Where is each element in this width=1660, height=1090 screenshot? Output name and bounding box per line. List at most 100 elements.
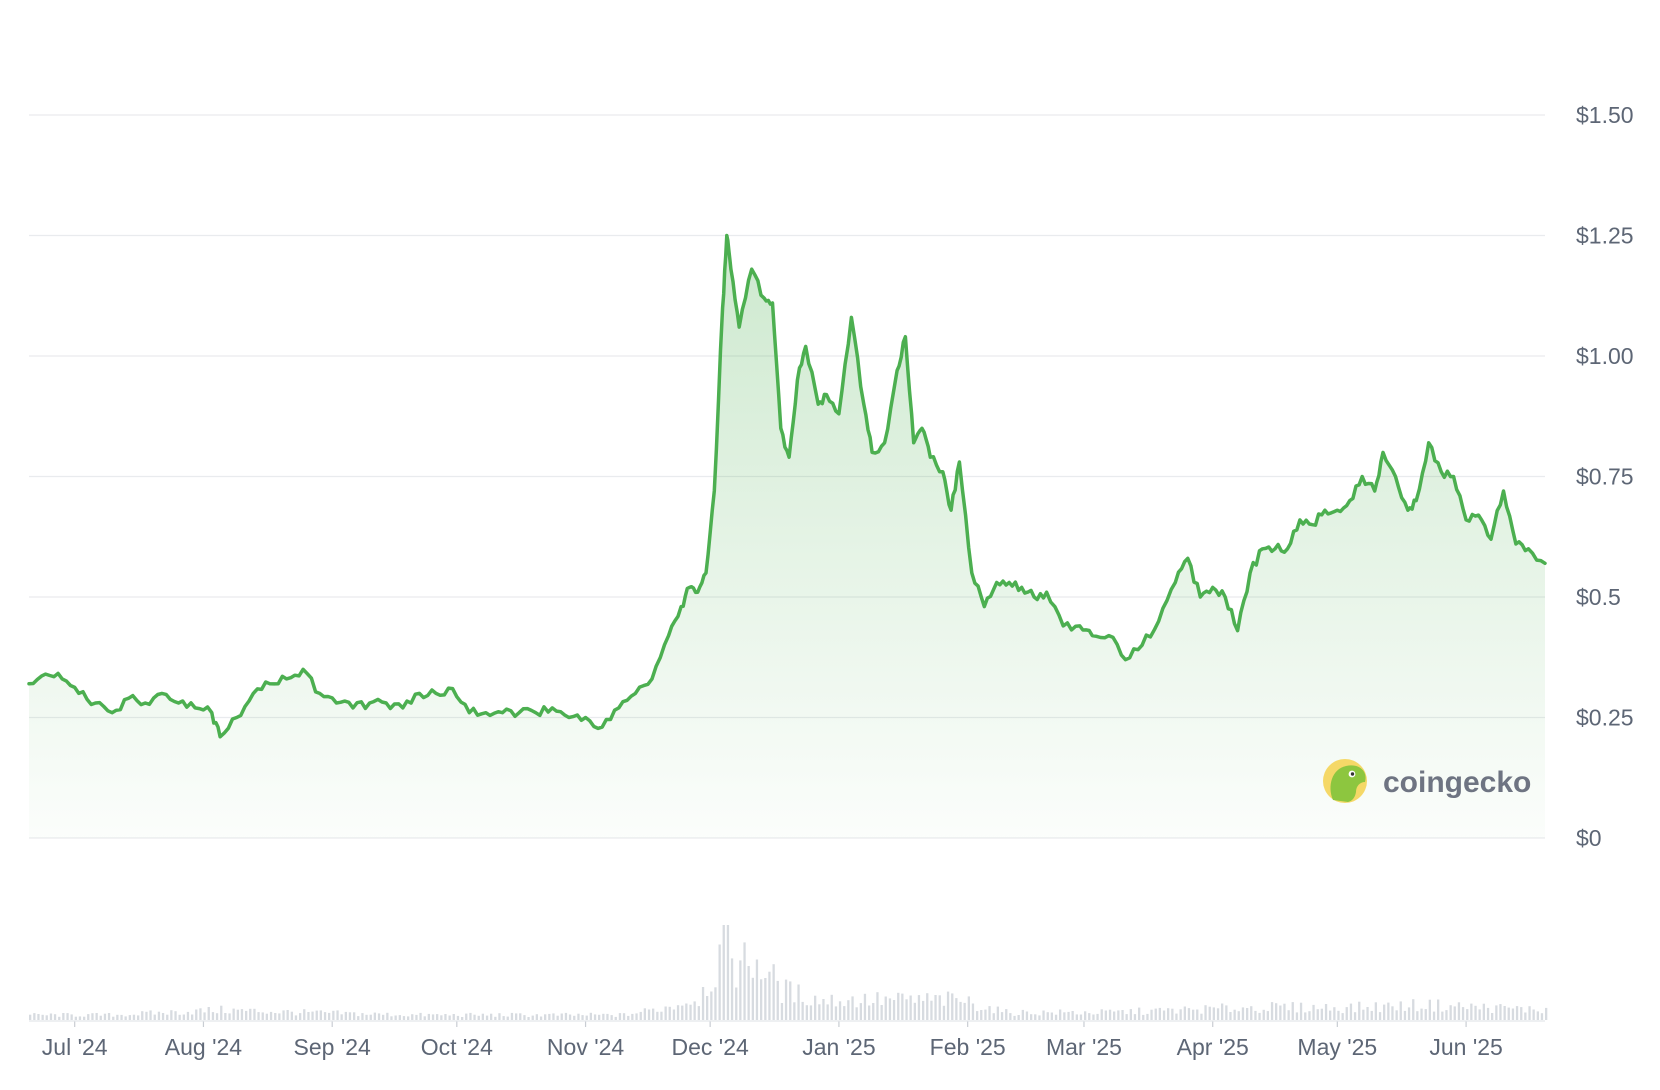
volume-bar	[531, 1015, 534, 1020]
volume-bar	[1138, 1007, 1141, 1020]
volume-bar	[91, 1013, 94, 1020]
volume-bar	[344, 1011, 347, 1020]
volume-bar	[1054, 1014, 1058, 1020]
volume-bar	[174, 1011, 177, 1020]
volume-bar	[1374, 1002, 1377, 1020]
volume-bar	[801, 1001, 804, 1020]
volume-bar	[336, 1010, 339, 1020]
volume-bar	[62, 1013, 65, 1020]
volume-bar	[1009, 1013, 1012, 1020]
volume-bar	[622, 1013, 626, 1020]
volume-bar	[901, 993, 904, 1020]
volume-bar	[959, 1001, 962, 1020]
volume-bar	[1158, 1007, 1161, 1020]
x-tick-label: Mar '25	[1046, 1034, 1122, 1060]
volume-bar	[1424, 1009, 1427, 1020]
volume-bar	[1129, 1009, 1132, 1020]
volume-bar	[473, 1014, 476, 1020]
volume-bar	[1337, 1010, 1340, 1020]
volume-bar	[627, 1015, 630, 1020]
volume-bar	[913, 1002, 916, 1020]
volume-bar	[361, 1013, 364, 1020]
volume-bar	[1383, 1004, 1386, 1020]
volume-bar	[618, 1013, 622, 1020]
volume-bar	[822, 999, 825, 1020]
volume-bar	[693, 1001, 696, 1020]
volume-bar	[407, 1016, 410, 1020]
volume-bar	[1046, 1012, 1049, 1020]
volume-bar	[245, 1010, 248, 1020]
volume-bar	[1532, 1009, 1535, 1020]
volume-bar	[1345, 1007, 1348, 1020]
volume-bar	[232, 1008, 235, 1020]
x-tick-label: Jun '25	[1429, 1034, 1502, 1060]
volume-bar	[805, 1005, 808, 1020]
volume-bar	[1108, 1009, 1112, 1020]
volume-bar	[456, 1015, 460, 1020]
volume-bar	[564, 1012, 568, 1020]
volume-bar	[436, 1014, 439, 1020]
volume-bar	[755, 959, 759, 1020]
volume-bar	[58, 1016, 61, 1020]
x-tick-label: Apr '25	[1177, 1034, 1249, 1060]
volume-bar	[672, 1009, 676, 1020]
volume-bar	[1279, 1005, 1282, 1020]
volume-bar	[1262, 1009, 1265, 1020]
volume-bar	[1200, 1013, 1203, 1020]
volume-bar	[1204, 1005, 1207, 1020]
volume-bar	[1403, 1010, 1407, 1020]
volume-bar	[1457, 1002, 1461, 1020]
volume-bar	[269, 1011, 273, 1020]
volume-bar	[610, 1015, 613, 1020]
volume-bar	[1470, 1003, 1473, 1020]
volume-bar	[523, 1015, 526, 1020]
volume-bar	[1399, 1001, 1402, 1020]
x-tick-label: Jan '25	[802, 1034, 875, 1060]
volume-bar	[103, 1013, 107, 1020]
volume-bar	[282, 1010, 285, 1020]
volume-bar	[1324, 1004, 1328, 1020]
volume-bar	[552, 1013, 555, 1020]
volume-bar	[1233, 1009, 1236, 1020]
volume-bar	[1362, 1009, 1365, 1020]
volume-bar	[149, 1010, 152, 1020]
volume-bar	[195, 1009, 198, 1020]
volume-bar	[934, 995, 937, 1020]
volume-bar	[145, 1011, 148, 1020]
volume-bar	[760, 979, 763, 1020]
volume-bar	[892, 1000, 896, 1020]
volume-bar	[1407, 1007, 1411, 1020]
volume-bar	[1042, 1010, 1045, 1020]
volume-bar	[577, 1013, 580, 1020]
y-tick-label: $0.75	[1576, 464, 1634, 490]
volume-bar	[818, 1004, 821, 1020]
volume-bar	[639, 1011, 642, 1020]
volume-bar	[1308, 1011, 1311, 1020]
x-tick-label: Feb '25	[930, 1034, 1006, 1060]
volume-bar	[1171, 1008, 1174, 1020]
volume-bar	[660, 1011, 663, 1020]
volume-bar	[689, 1004, 692, 1020]
volume-bar	[1096, 1013, 1099, 1020]
volume-bar	[1507, 1007, 1510, 1020]
volume-bar	[1503, 1006, 1506, 1020]
volume-bar	[1150, 1009, 1153, 1020]
volume-bar	[1387, 1002, 1390, 1020]
x-tick-label: May '25	[1297, 1034, 1377, 1060]
volume-bar	[656, 1011, 659, 1020]
volume-bar	[1117, 1010, 1120, 1020]
volume-bar	[1167, 1008, 1170, 1020]
volume-bar	[735, 987, 738, 1020]
volume-bar	[1366, 1007, 1369, 1020]
volume-bar	[938, 995, 941, 1020]
volume-bar	[1466, 1009, 1469, 1020]
volume-bar	[789, 981, 792, 1020]
volume-bar	[211, 1012, 215, 1020]
volume-bar	[257, 1012, 260, 1020]
volume-bar	[365, 1014, 368, 1020]
volume-bar	[357, 1016, 360, 1020]
volume-bar	[955, 998, 958, 1020]
volume-bar	[228, 1013, 231, 1020]
volume-bar	[1370, 1010, 1373, 1020]
volume-bar	[1104, 1010, 1107, 1020]
